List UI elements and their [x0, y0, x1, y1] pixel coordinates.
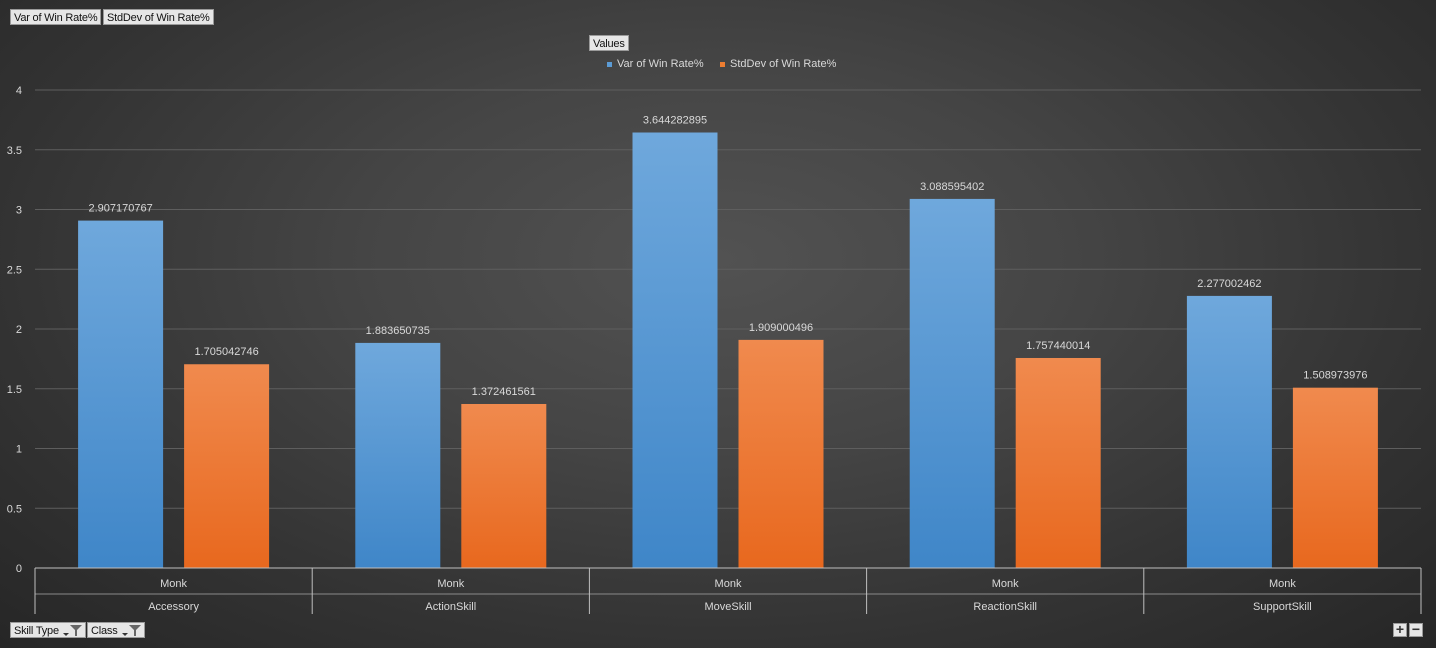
axis-field-skill-type-button[interactable]: Skill Type: [10, 622, 86, 638]
plus-icon[interactable]: +: [1393, 622, 1407, 637]
data-label: 3.088595402: [920, 181, 984, 193]
axis-field-class-button[interactable]: Class: [87, 622, 145, 638]
y-tick-label: 3: [16, 205, 22, 217]
value-field-var-button[interactable]: Var of Win Rate%: [10, 9, 102, 25]
x-tick-label-outer: ActionSkill: [425, 601, 476, 613]
bar-var: [1186, 295, 1272, 568]
data-label: 1.705042746: [194, 346, 258, 358]
data-label: 1.508973976: [1303, 370, 1367, 382]
bar-var: [355, 342, 441, 568]
x-tick-label-inner: Monk: [715, 578, 742, 590]
legend-swatch-var: [607, 62, 612, 67]
y-tick-label: 4: [16, 85, 22, 97]
filter-dropdown-icon[interactable]: [61, 624, 83, 638]
bar-stddev: [1292, 387, 1378, 568]
data-label: 2.277002462: [1197, 278, 1261, 290]
y-tick-label: 1: [16, 444, 22, 456]
x-tick-label-inner: Monk: [160, 578, 187, 590]
data-label: 1.883650735: [366, 325, 430, 337]
x-tick-label-inner: Monk: [1269, 578, 1296, 590]
y-tick-label: 1.5: [7, 384, 22, 396]
x-tick-label-outer: SupportSkill: [1253, 601, 1312, 613]
legend-label-stddev: StdDev of Win Rate%: [730, 58, 837, 70]
x-tick-label-outer: MoveSkill: [704, 601, 751, 613]
y-tick-label: 0.5: [7, 503, 22, 515]
value-field-stddev-button[interactable]: StdDev of Win Rate%: [103, 9, 214, 25]
legend-swatch-stddev: [720, 62, 725, 67]
y-tick-label: 2.5: [7, 264, 22, 276]
data-label: 1.909000496: [749, 322, 813, 334]
bar-var: [909, 198, 995, 568]
y-tick-label: 0: [16, 563, 22, 575]
y-axis-ticks: 0 0.5 1 1.5 2 2.5 3 3.5 4: [7, 85, 22, 575]
x-tick-label-inner: Monk: [992, 578, 1019, 590]
y-tick-label: 3.5: [7, 145, 22, 157]
axis-field-class-label: Class: [91, 625, 118, 637]
bar-stddev: [184, 364, 270, 568]
legend-field-values-button[interactable]: Values: [589, 35, 629, 51]
bar-var: [78, 220, 164, 569]
data-label: 3.644282895: [643, 115, 707, 127]
data-label: 1.372461561: [472, 386, 536, 398]
x-axis: Monk Accessory Monk ActionSkill Monk MoveSkil…: [34, 567, 1422, 614]
minus-icon[interactable]: −: [1409, 622, 1423, 637]
x-tick-label-outer: Accessory: [148, 601, 199, 613]
axis-field-skill-type-label: Skill Type: [14, 625, 59, 637]
legend-label-var: Var of Win Rate%: [617, 58, 704, 70]
bar-stddev: [1015, 357, 1101, 568]
filter-dropdown-icon[interactable]: [120, 624, 142, 638]
x-tick-label-inner: Monk: [437, 578, 464, 590]
y-tick-label: 2: [16, 324, 22, 336]
data-label: 1.757440014: [1026, 340, 1090, 352]
bar-var: [632, 132, 718, 569]
x-tick-label-outer: ReactionSkill: [973, 601, 1037, 613]
bar-stddev: [738, 339, 824, 568]
bar-stddev: [461, 403, 547, 568]
data-labels: 2.907170767 1.705042746 1.883650735 1.37246…: [88, 115, 1367, 398]
data-label: 2.907170767: [88, 203, 152, 215]
bars: [78, 132, 1378, 569]
